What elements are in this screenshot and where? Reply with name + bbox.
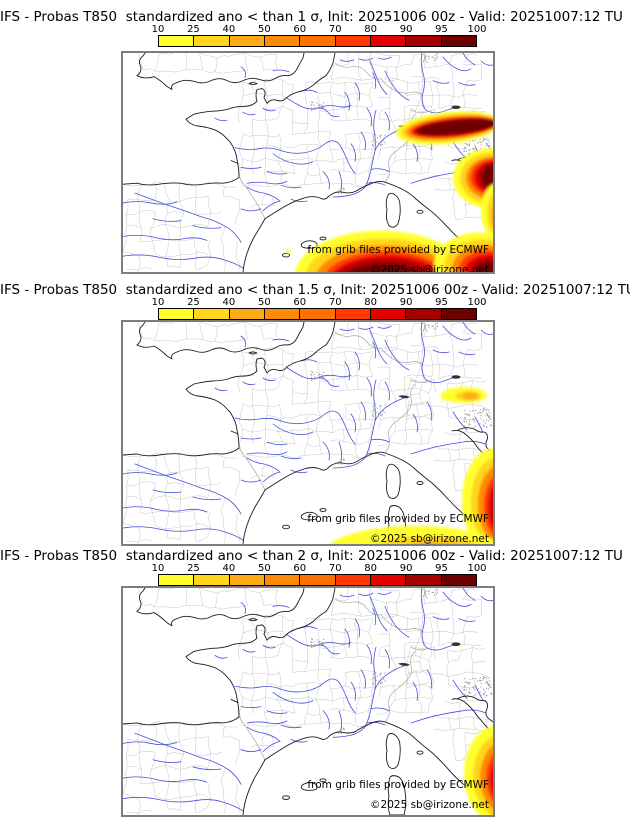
colorbar-tick-label: 100 bbox=[467, 563, 487, 574]
colorbar-segment bbox=[159, 309, 194, 319]
colorbar-tick-label: 10 bbox=[151, 563, 165, 574]
panel-sigma-2: IFS - Probas T850 standardized ano < tha… bbox=[0, 548, 630, 824]
colorbar-segment bbox=[405, 36, 441, 46]
colorbar-tick-label: 50 bbox=[257, 24, 271, 35]
colorbar-tick-label: 90 bbox=[399, 297, 413, 308]
colorbar-segment bbox=[159, 36, 194, 46]
panel-sigma-1: IFS - Probas T850 standardized ano < tha… bbox=[0, 9, 630, 285]
credit-ecmwf: from grib files provided by ECMWF bbox=[307, 513, 489, 525]
map-canvas bbox=[123, 53, 493, 272]
probability-overlay-alps-band bbox=[396, 111, 493, 145]
colorbar-tick-label: 70 bbox=[328, 563, 342, 574]
colorbar-segment bbox=[405, 309, 441, 319]
panel-title: IFS - Probas T850 standardized ano < tha… bbox=[0, 548, 623, 564]
colorbar-tick-label: 25 bbox=[187, 24, 200, 35]
colorbar-scale-labels: 10 25 40 50 60 70 80 90 95 100 bbox=[0, 563, 630, 574]
colorbar-tick-label: 90 bbox=[399, 563, 413, 574]
colorbar-tick-label: 60 bbox=[293, 297, 307, 308]
map-canvas bbox=[123, 322, 493, 544]
panel-title: IFS - Probas T850 standardized ano < tha… bbox=[0, 282, 630, 298]
map-frame: from grib files provided by ECMWF ©2025 … bbox=[121, 320, 495, 546]
map-frame: from grib files provided by ECMWF ©2025 … bbox=[121, 586, 495, 817]
colorbar-tick-label: 80 bbox=[364, 563, 378, 574]
colorbar-tick-label: 95 bbox=[435, 297, 448, 308]
colorbar-segment bbox=[440, 36, 476, 46]
colorbar bbox=[158, 308, 477, 320]
panel-sigma-1-5: IFS - Probas T850 standardized ano < tha… bbox=[0, 282, 630, 558]
colorbar-segment bbox=[369, 575, 406, 585]
probability-overlay-south bbox=[330, 526, 493, 544]
colorbar-segment bbox=[299, 309, 335, 319]
probability-overlay-adriatic bbox=[462, 448, 493, 544]
colorbar-segment bbox=[334, 575, 370, 585]
colorbar-tick-label: 70 bbox=[328, 297, 342, 308]
colorbar-tick-label: 90 bbox=[399, 24, 413, 35]
colorbar-segment bbox=[193, 575, 229, 585]
colorbar-segment bbox=[263, 575, 300, 585]
colorbar-tick-label: 10 bbox=[151, 297, 165, 308]
map-frame: from grib files provided by ECMWF ©2025 … bbox=[121, 51, 495, 274]
colorbar-segment bbox=[334, 36, 370, 46]
credit-copyright: ©2025 sb@irizone.net bbox=[370, 533, 489, 545]
colorbar-segment bbox=[369, 36, 406, 46]
colorbar-segment bbox=[193, 309, 229, 319]
colorbar-tick-label: 40 bbox=[222, 297, 236, 308]
colorbar-tick-label: 95 bbox=[435, 24, 448, 35]
colorbar-scale-labels: 10 25 40 50 60 70 80 90 95 100 bbox=[0, 24, 630, 35]
colorbar-segment bbox=[299, 575, 335, 585]
credit-copyright: ©2025 sb@irizone.net bbox=[370, 264, 489, 274]
colorbar-segment bbox=[159, 575, 194, 585]
credit-copyright: ©2025 sb@irizone.net bbox=[370, 799, 489, 811]
colorbar-tick-label: 50 bbox=[257, 297, 271, 308]
colorbar-tick-label: 50 bbox=[257, 563, 271, 574]
colorbar-segment bbox=[193, 36, 229, 46]
panel-title: IFS - Probas T850 standardized ano < tha… bbox=[0, 9, 623, 25]
map-canvas bbox=[123, 588, 493, 815]
colorbar-segment bbox=[228, 36, 264, 46]
colorbar-segment bbox=[263, 36, 300, 46]
colorbar-tick-label: 40 bbox=[222, 563, 236, 574]
colorbar bbox=[158, 574, 477, 586]
colorbar-tick-label: 60 bbox=[293, 24, 307, 35]
colorbar-segment bbox=[440, 575, 476, 585]
colorbar-tick-label: 80 bbox=[364, 24, 378, 35]
colorbar-segment bbox=[299, 36, 335, 46]
colorbar-segment bbox=[369, 309, 406, 319]
credit-ecmwf: from grib files provided by ECMWF bbox=[307, 244, 489, 256]
probability-overlay-adriatic bbox=[453, 148, 493, 238]
colorbar-tick-label: 25 bbox=[187, 297, 200, 308]
probability-overlay-adriatic bbox=[464, 725, 493, 815]
colorbar-tick-label: 25 bbox=[187, 563, 200, 574]
colorbar-tick-label: 100 bbox=[467, 297, 487, 308]
colorbar-segment bbox=[263, 309, 300, 319]
colorbar-tick-label: 80 bbox=[364, 297, 378, 308]
probability-overlay-alps bbox=[441, 387, 487, 403]
colorbar-tick-label: 95 bbox=[435, 563, 448, 574]
colorbar bbox=[158, 35, 477, 47]
colorbar-scale-labels: 10 25 40 50 60 70 80 90 95 100 bbox=[0, 297, 630, 308]
colorbar-tick-label: 40 bbox=[222, 24, 236, 35]
colorbar-tick-label: 70 bbox=[328, 24, 342, 35]
colorbar-tick-label: 60 bbox=[293, 563, 307, 574]
colorbar-tick-label: 10 bbox=[151, 24, 165, 35]
colorbar-segment bbox=[405, 575, 441, 585]
colorbar-segment bbox=[334, 309, 370, 319]
colorbar-segment bbox=[228, 575, 264, 585]
colorbar-tick-label: 100 bbox=[467, 24, 487, 35]
colorbar-segment bbox=[440, 309, 476, 319]
colorbar-segment bbox=[228, 309, 264, 319]
probability-overlay-mediterranean bbox=[285, 230, 493, 272]
credit-ecmwf: from grib files provided by ECMWF bbox=[307, 779, 489, 791]
